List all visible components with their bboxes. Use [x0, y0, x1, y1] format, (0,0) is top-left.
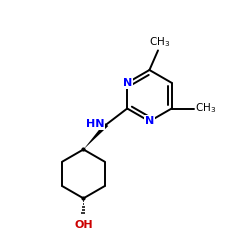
Text: N: N: [145, 116, 154, 126]
Polygon shape: [84, 123, 108, 150]
Text: N: N: [122, 78, 132, 88]
Text: CH$_3$: CH$_3$: [148, 36, 170, 49]
Text: HN: HN: [86, 120, 104, 130]
Text: OH: OH: [74, 220, 93, 230]
Text: CH$_3$: CH$_3$: [195, 102, 216, 116]
